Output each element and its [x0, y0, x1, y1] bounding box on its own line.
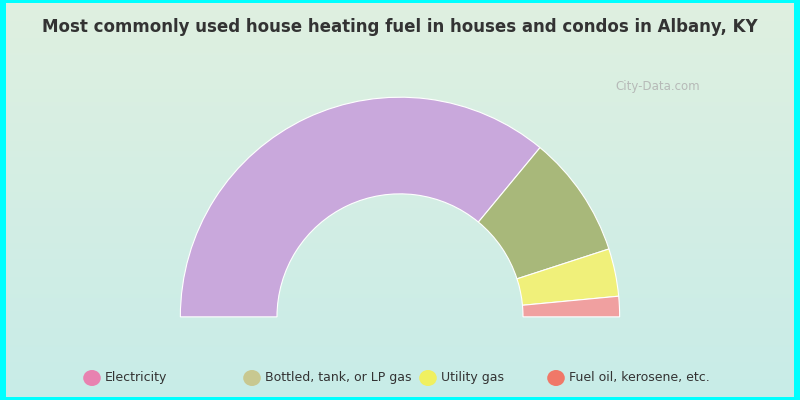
Text: Fuel oil, kerosene, etc.: Fuel oil, kerosene, etc.: [569, 372, 710, 384]
Wedge shape: [517, 249, 618, 305]
Text: City-Data.com: City-Data.com: [615, 80, 700, 93]
Text: Bottled, tank, or LP gas: Bottled, tank, or LP gas: [265, 372, 411, 384]
Ellipse shape: [243, 370, 261, 386]
Wedge shape: [478, 148, 609, 279]
Ellipse shape: [547, 370, 565, 386]
Ellipse shape: [419, 370, 437, 386]
Wedge shape: [522, 296, 620, 317]
Text: Electricity: Electricity: [105, 372, 167, 384]
Text: Most commonly used house heating fuel in houses and condos in Albany, KY: Most commonly used house heating fuel in…: [42, 18, 758, 36]
Ellipse shape: [83, 370, 101, 386]
Text: Utility gas: Utility gas: [441, 372, 504, 384]
Wedge shape: [180, 97, 540, 317]
